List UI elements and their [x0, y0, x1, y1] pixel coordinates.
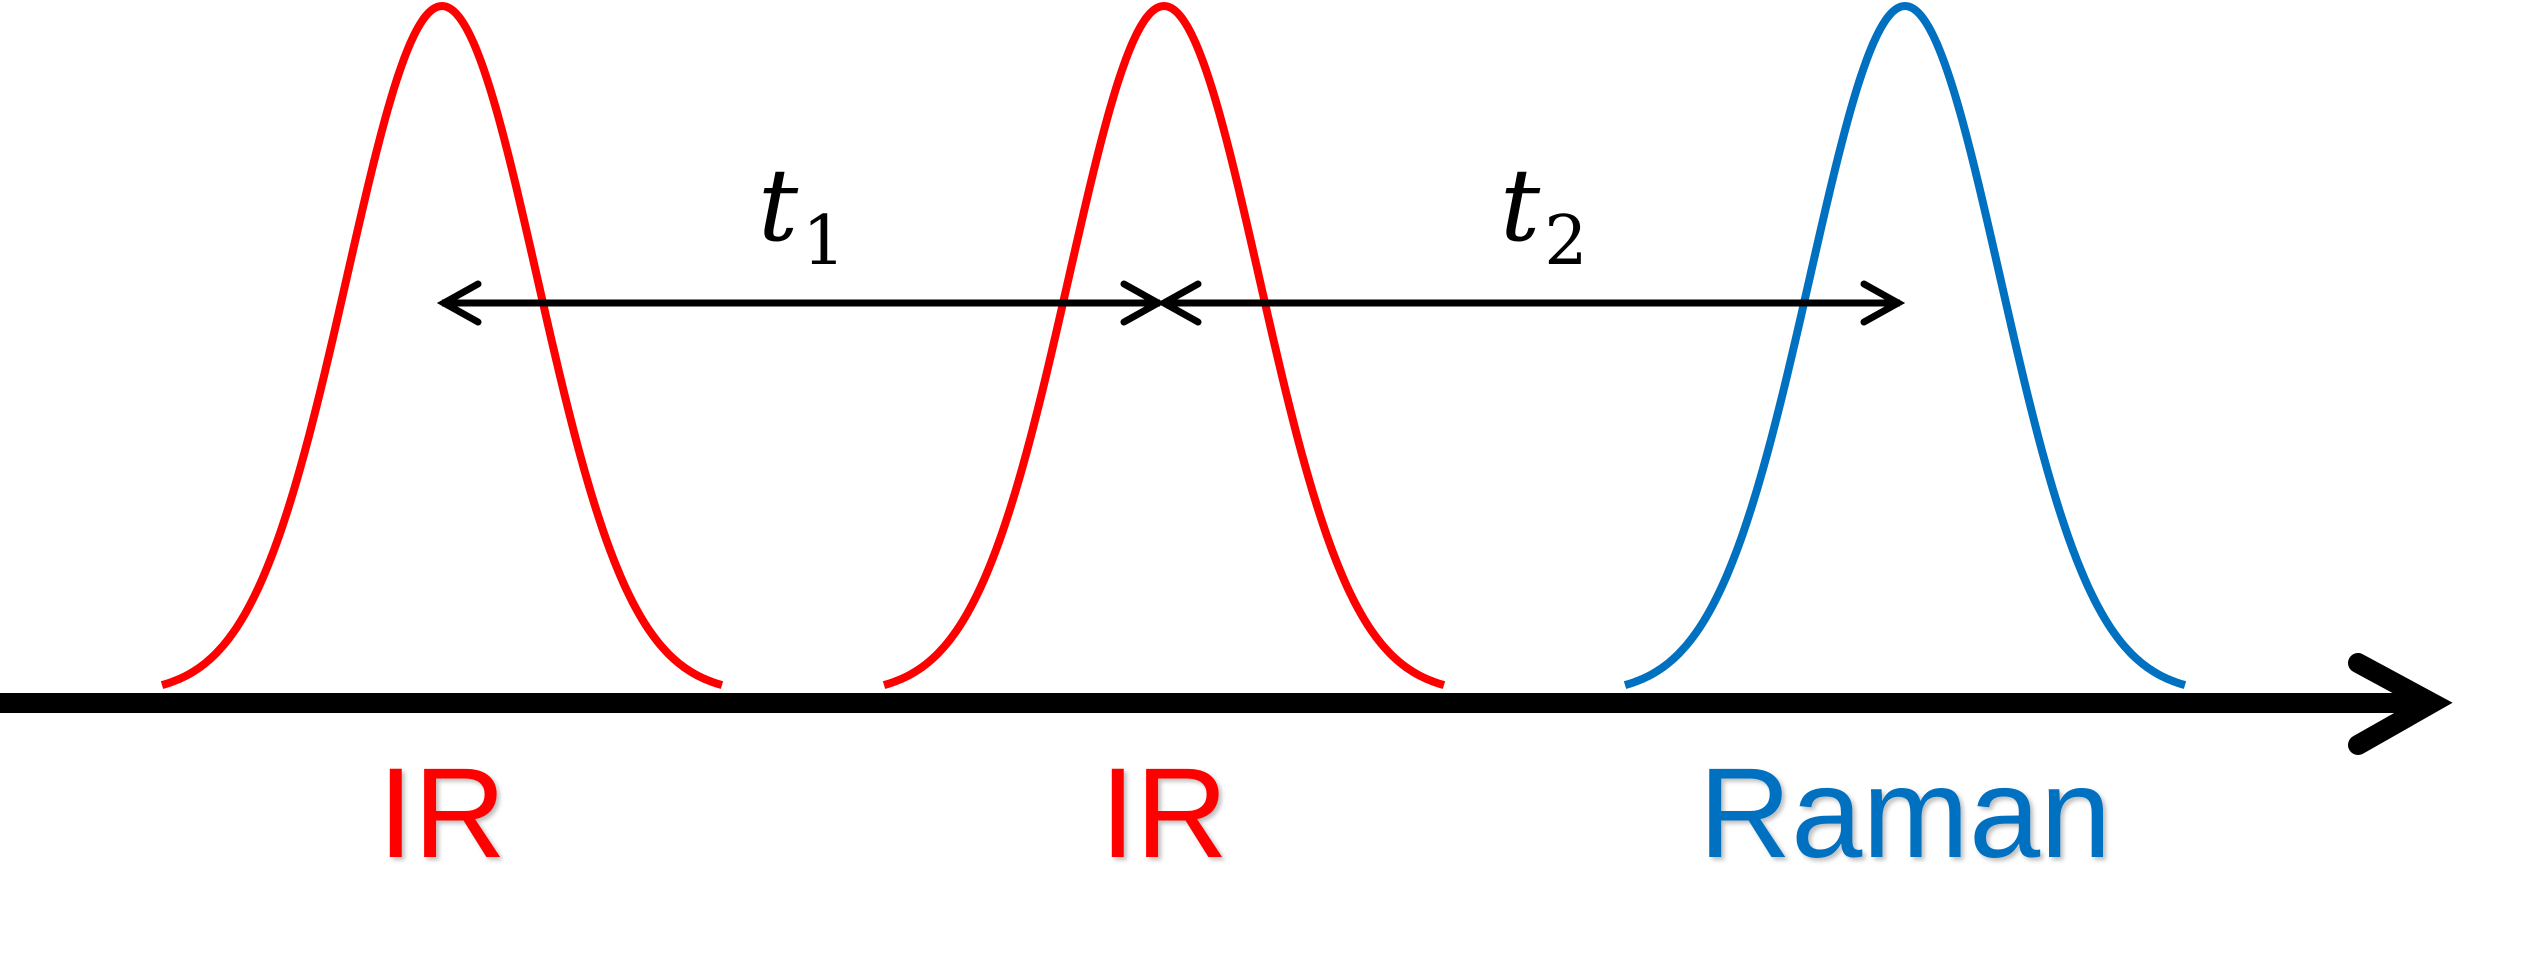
delay-t2-subscript: 2: [1544, 202, 1587, 281]
ir-pulse-2: [882, 1, 1446, 689]
delay-t2-label: t2: [1500, 147, 1587, 281]
pulses: [160, 1, 2187, 689]
pulse-label-ir-2: IR: [1100, 742, 1228, 885]
pulse-label-ir-1: IR: [378, 742, 506, 885]
arrow-left-icon: [1156, 280, 1202, 326]
delay-t1-symbol: t: [758, 147, 799, 264]
time-axis: [0, 653, 2453, 755]
pulse-label-raman: Raman: [1699, 742, 2112, 885]
delay-t2-arrow: [1156, 280, 1906, 326]
arrow-right-icon: [1860, 280, 1906, 326]
arrow-right-icon: [2348, 653, 2453, 755]
raman-pulse: [1623, 1, 2187, 689]
ir-pulse-1: [160, 1, 724, 689]
delay-t1-subscript: 1: [802, 202, 845, 281]
arrow-left-icon: [436, 280, 482, 326]
delay-t2-symbol: t: [1500, 147, 1541, 264]
delay-t1-label: t1: [758, 147, 845, 281]
